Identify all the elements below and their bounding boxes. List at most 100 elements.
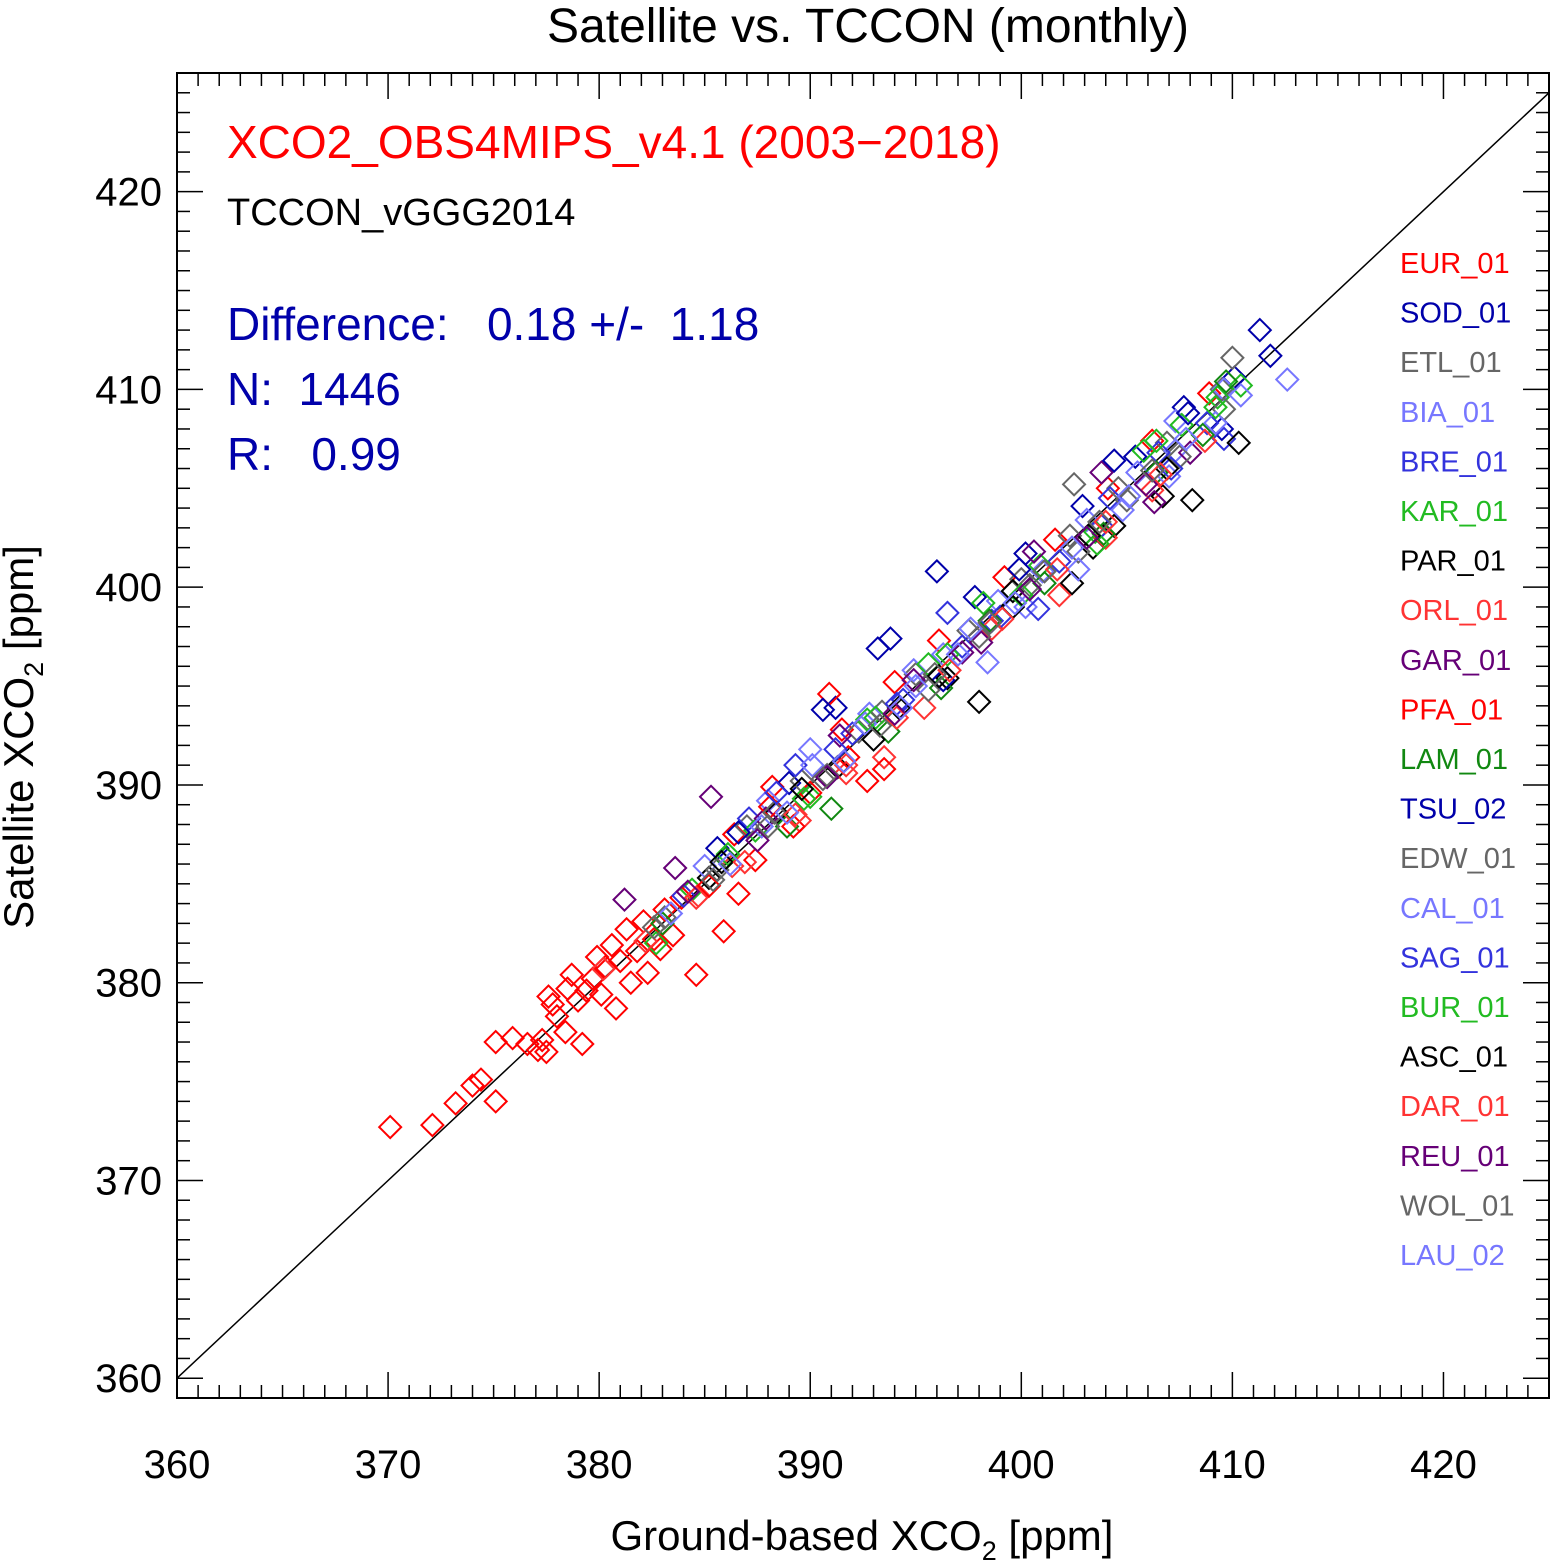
data-point <box>1097 485 1123 511</box>
legend-entry: SAG_01 <box>1400 942 1510 974</box>
data-point <box>755 788 781 814</box>
data-point <box>1008 582 1034 608</box>
data-point <box>544 1003 570 1029</box>
data-point <box>797 736 823 762</box>
data-point <box>652 897 678 922</box>
data-point <box>774 814 800 839</box>
data-point <box>1095 475 1121 501</box>
legend-entry: ASC_01 <box>1400 1042 1508 1074</box>
data-point <box>468 1067 494 1093</box>
data-point <box>854 768 880 794</box>
data-point <box>607 948 633 974</box>
data-point <box>888 695 914 721</box>
data-point <box>783 752 808 778</box>
data-point <box>975 649 1000 675</box>
data-point <box>1158 456 1184 481</box>
data-point <box>797 784 823 810</box>
data-point <box>977 610 1003 636</box>
data-point <box>1057 523 1083 549</box>
data-point <box>1032 558 1057 584</box>
data-point <box>1025 596 1051 622</box>
data-point <box>1167 444 1193 470</box>
data-point <box>1124 460 1150 485</box>
data-point <box>1194 410 1220 436</box>
data-point <box>827 723 853 748</box>
data-point <box>1061 471 1087 497</box>
legend-entry: KAR_01 <box>1400 496 1508 528</box>
legend-entry: DAR_01 <box>1400 1091 1510 1123</box>
data-point <box>745 827 770 853</box>
data-point <box>1139 458 1165 483</box>
data-point <box>1162 408 1188 434</box>
legend-entry: EDW_01 <box>1400 843 1516 875</box>
data-point <box>903 673 929 699</box>
data-point <box>810 697 836 723</box>
one-to-one-line <box>176 92 1550 1379</box>
data-point <box>852 711 878 737</box>
data-point <box>1139 477 1165 503</box>
legend-entry: LAM_01 <box>1400 744 1508 776</box>
n-stat: N: 1446 <box>227 363 401 415</box>
data-point <box>749 814 775 839</box>
data-point <box>1203 410 1228 436</box>
data-point <box>590 956 616 982</box>
legend-entry: WOL_01 <box>1400 1190 1514 1222</box>
y-tick-label: 400 <box>95 566 162 610</box>
data-point <box>878 626 903 652</box>
data-point <box>1042 527 1068 553</box>
data-point <box>533 1039 559 1065</box>
data-point <box>935 642 960 667</box>
data-point <box>1021 539 1047 564</box>
x-tick-label: 360 <box>144 1443 211 1487</box>
data-point <box>1141 489 1167 515</box>
x-tick-label: 380 <box>566 1443 633 1487</box>
x-tick-label: 370 <box>355 1443 422 1487</box>
data-point <box>692 853 718 879</box>
data-point <box>565 988 591 1013</box>
data-point <box>1101 513 1127 539</box>
data-point <box>1173 426 1199 452</box>
legend-entry: ORL_01 <box>1400 595 1508 627</box>
data-point <box>377 1114 403 1140</box>
data-point <box>683 885 709 911</box>
x-axis-label: Ground-based XCO2 [ppm] <box>611 1512 1114 1564</box>
data-point <box>810 766 836 792</box>
data-point <box>696 873 722 899</box>
legend-entry: REU_01 <box>1400 1141 1510 1173</box>
data-point <box>715 841 741 867</box>
data-point <box>1002 590 1028 616</box>
data-point <box>926 663 952 689</box>
data-point <box>588 982 614 1007</box>
data-point <box>584 944 610 970</box>
data-point <box>580 966 606 992</box>
data-point <box>865 636 891 661</box>
data-point <box>1089 460 1114 485</box>
data-point <box>989 606 1015 632</box>
data-point <box>1228 373 1254 398</box>
data-point <box>460 1073 485 1098</box>
chart-title: Satellite vs. TCCON (monthly) <box>547 0 1189 53</box>
data-point <box>816 681 842 707</box>
data-point <box>599 932 625 958</box>
data-point <box>761 800 787 826</box>
x-tick-label: 410 <box>1199 1443 1266 1487</box>
legend-entry: TSU_02 <box>1400 794 1506 826</box>
difference-stat: Difference: 0.18 +/- 1.18 <box>227 298 759 350</box>
data-point <box>823 736 848 762</box>
data-point <box>1203 394 1228 420</box>
data-point <box>514 1031 540 1057</box>
data-point <box>1110 497 1136 523</box>
y-axis-label: Satellite XCO2 [ppm] <box>0 545 49 929</box>
legend: EUR_01 SOD_01 ETL_01 BIA_01 BRE_01 KAR_01 PAR_… <box>1400 248 1516 1272</box>
data-point <box>1093 509 1119 535</box>
legend-entry: BRE_01 <box>1400 446 1508 478</box>
data-point <box>776 770 802 796</box>
data-point <box>635 960 661 986</box>
data-point <box>483 1088 509 1114</box>
y-tick-label: 370 <box>95 1159 162 1203</box>
data-point <box>536 984 561 1009</box>
data-point <box>603 995 629 1021</box>
data-point <box>922 661 948 687</box>
data-point <box>799 752 825 778</box>
